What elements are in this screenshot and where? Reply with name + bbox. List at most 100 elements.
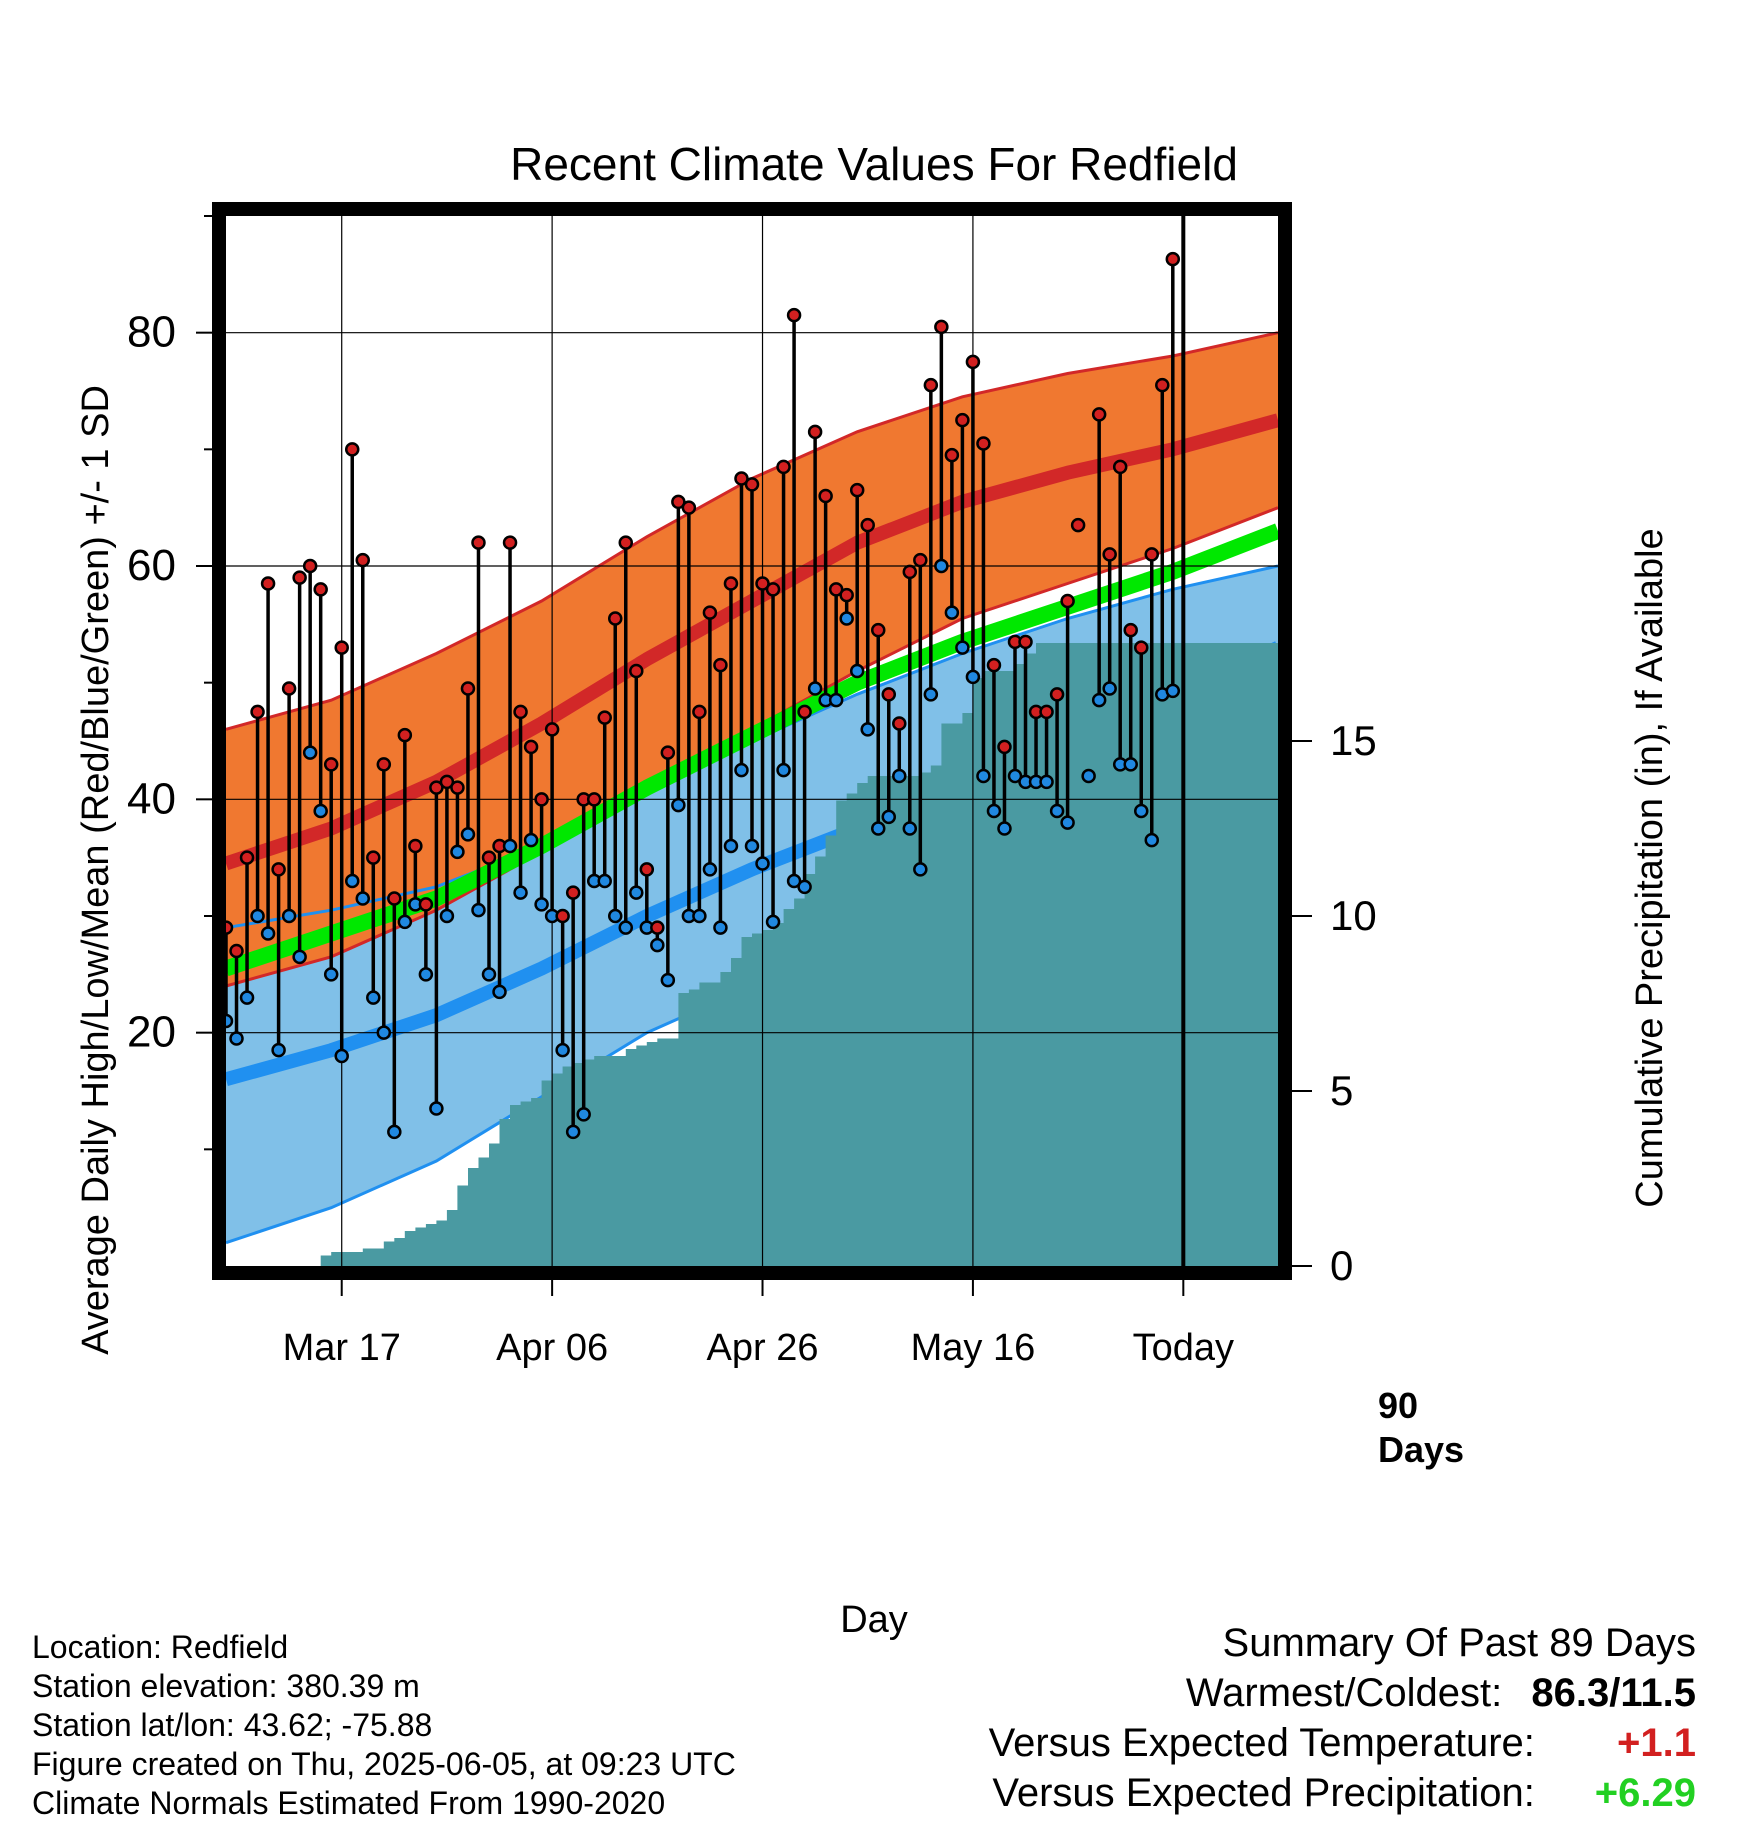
daily-low-point (523, 832, 539, 848)
daily-low-point (965, 669, 981, 685)
daily-low-point (1123, 757, 1138, 772)
daily-high-point (271, 862, 286, 877)
daily-low-point (281, 908, 297, 924)
daily-low-point (607, 908, 623, 924)
daily-high-point (849, 482, 865, 498)
y-tick-label: 40 (127, 774, 176, 823)
daily-high-point (786, 307, 802, 323)
created-text: Figure created on Thu, 2025-06-05, at 09… (32, 1746, 736, 1782)
daily-high-point (734, 471, 749, 486)
daily-high-point (986, 657, 1002, 673)
daily-high-point (650, 920, 665, 935)
daily-low-point (997, 821, 1012, 836)
daily-high-point (807, 424, 823, 440)
y-tick-label: 60 (127, 541, 176, 590)
daily-low-point (828, 692, 844, 708)
daily-high-point (313, 582, 328, 597)
daily-high-point (629, 663, 644, 679)
daily-high-point (355, 552, 371, 568)
y-tick-label: 20 (127, 1008, 176, 1057)
daily-low-point (481, 967, 497, 982)
daily-high-point (818, 488, 833, 504)
daily-low-point (1039, 774, 1054, 790)
daily-low-point (271, 1042, 286, 1058)
daily-low-point (1081, 768, 1096, 784)
y2-axis-label: Cumulative Precipitation (in), If Availa… (1629, 528, 1671, 1207)
daily-low-point (807, 681, 823, 696)
precip-value: +6.29 (1594, 1771, 1696, 1815)
daily-high-point (481, 850, 497, 865)
daily-high-point (1144, 547, 1160, 562)
daily-low-point (366, 990, 381, 1005)
daily-high-point (681, 500, 697, 515)
x-axis-label: Day (840, 1599, 908, 1641)
daily-low-point (1060, 815, 1075, 830)
daily-high-point (344, 442, 360, 457)
daily-low-point (629, 885, 644, 900)
daily-high-point (660, 745, 676, 760)
plot-area (218, 216, 1281, 1266)
daily-low-point (934, 558, 949, 574)
daily-low-point (1165, 683, 1181, 699)
daily-high-point (1102, 547, 1117, 562)
daily-low-point (302, 745, 318, 760)
y2-tick-label: 5 (1330, 1067, 1353, 1114)
daily-low-point (786, 873, 802, 889)
elevation-text: Station elevation: 380.39 m (32, 1668, 420, 1704)
daily-low-point (355, 891, 371, 906)
daily-high-point (260, 576, 276, 591)
daily-high-point (239, 850, 255, 865)
daily-high-point (607, 611, 623, 626)
daily-low-point (755, 856, 770, 871)
chart-title: Recent Climate Values For Redfield (510, 138, 1238, 190)
daily-high-point (797, 704, 812, 720)
daily-high-point (418, 897, 434, 912)
y2-tick-label: 15 (1330, 717, 1377, 764)
daily-low-point (955, 640, 970, 655)
daily-low-point (313, 803, 328, 819)
daily-low-point (923, 687, 939, 702)
daily-high-point (1133, 640, 1149, 655)
daily-high-point (366, 850, 381, 865)
daily-high-point (618, 535, 634, 550)
warm-cold-label: Warmest/Coldest: (1185, 1671, 1503, 1715)
daily-high-point (944, 447, 960, 463)
daily-high-point (397, 727, 413, 743)
daily-high-point (1155, 377, 1170, 393)
daily-high-point (902, 564, 918, 580)
daily-high-point (450, 780, 465, 795)
summary-title: Summary Of Past 89 Days (1222, 1621, 1696, 1665)
daily-high-point (229, 943, 244, 959)
daily-low-point (397, 914, 413, 930)
daily-low-point (892, 768, 907, 784)
daily-high-point (334, 640, 349, 655)
daily-high-point (302, 558, 318, 574)
station-info: Location: Redfield Station elevation: 38… (32, 1628, 736, 1823)
daily-low-point (555, 1042, 570, 1058)
daily-low-point (344, 873, 360, 889)
daily-low-point (692, 908, 707, 924)
daily-low-point (1007, 768, 1023, 784)
daily-low-point (1091, 692, 1107, 708)
daily-low-point (723, 838, 739, 854)
daily-high-point (502, 535, 518, 550)
daily-low-point (250, 908, 265, 924)
temp-label: Versus Expected Temperature: (988, 1721, 1535, 1765)
daily-low-point (492, 984, 507, 1000)
daily-low-point (292, 949, 307, 965)
daily-high-point (881, 687, 897, 702)
daily-low-point (597, 873, 612, 889)
location-text: Location: Redfield (32, 1629, 289, 1665)
daily-low-point (618, 920, 634, 935)
daily-low-point (460, 827, 476, 842)
daily-low-point (239, 990, 255, 1005)
today-days-label-1: 90 (1378, 1385, 1418, 1426)
daily-high-point (860, 517, 875, 533)
daily-low-point (1144, 832, 1160, 848)
x-tick-label: Mar 17 (283, 1327, 401, 1369)
daily-high-point (934, 319, 949, 335)
daily-high-point (439, 774, 455, 790)
warm-cold-value: 86.3/11.5 (1531, 1671, 1696, 1715)
daily-high-point (1049, 687, 1065, 702)
daily-low-point (986, 803, 1002, 819)
